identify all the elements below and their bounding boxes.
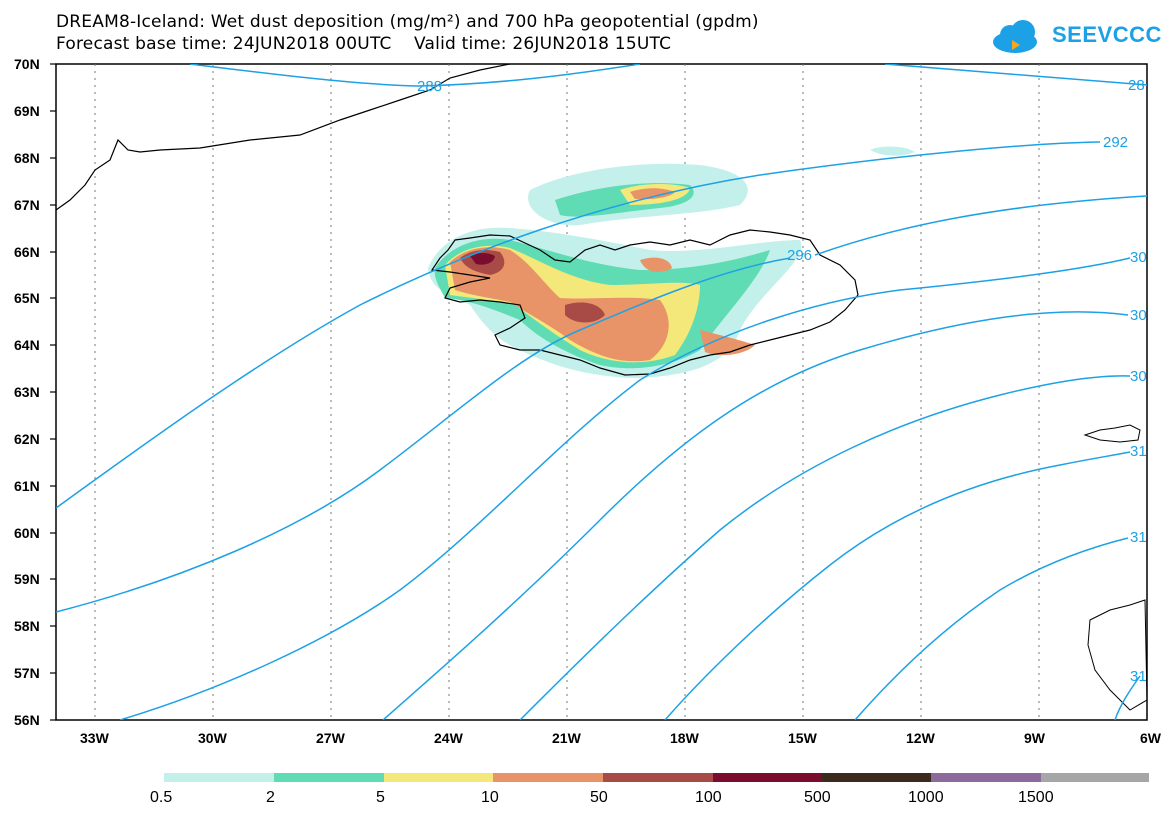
contour-label: 296 bbox=[787, 247, 812, 264]
geopotential-contours bbox=[56, 64, 1147, 720]
legend-labels: 0.5 2 5 10 50 100 500 1000 1500 bbox=[150, 789, 1054, 806]
lat-label: 56N bbox=[14, 712, 40, 728]
contour-label: 30 bbox=[1130, 368, 1147, 385]
legend-swatch bbox=[931, 773, 1041, 782]
lat-ticks bbox=[50, 63, 56, 721]
lat-label: 65N bbox=[14, 290, 40, 306]
faroe-coast bbox=[1083, 424, 1141, 443]
legend-label: 1500 bbox=[1018, 789, 1054, 806]
legend-label: 0.5 bbox=[150, 789, 172, 806]
lon-label: 21W bbox=[552, 730, 582, 746]
contour-label: 30 bbox=[1130, 307, 1147, 324]
lat-label: 70N bbox=[14, 56, 40, 72]
lat-label: 63N bbox=[14, 384, 40, 400]
legend-swatch bbox=[164, 773, 274, 782]
lat-label: 57N bbox=[14, 665, 40, 681]
contour-label: 28 bbox=[1128, 77, 1145, 94]
contour-label: 30 bbox=[1130, 249, 1147, 266]
dust-deposition-field bbox=[428, 146, 915, 378]
lat-label: 59N bbox=[14, 571, 40, 587]
legend-label: 10 bbox=[481, 789, 499, 806]
legend-swatch bbox=[713, 773, 822, 782]
legend-label: 500 bbox=[804, 789, 831, 806]
lon-label: 27W bbox=[316, 730, 346, 746]
lon-label: 15W bbox=[788, 730, 818, 746]
contour-label: 288 bbox=[417, 78, 442, 95]
legend-swatch bbox=[384, 773, 493, 782]
contour-label: 31 bbox=[1130, 529, 1147, 546]
lat-label: 64N bbox=[14, 337, 40, 353]
legend-label: 50 bbox=[590, 789, 608, 806]
legend-colorbar bbox=[164, 773, 1149, 782]
contour-label: 31 bbox=[1130, 668, 1147, 685]
lon-label: 12W bbox=[906, 730, 936, 746]
lon-label: 24W bbox=[434, 730, 464, 746]
legend-label: 5 bbox=[376, 789, 385, 806]
legend-swatch bbox=[493, 773, 603, 782]
legend-label: 2 bbox=[266, 789, 275, 806]
lat-label: 62N bbox=[14, 431, 40, 447]
lat-label: 60N bbox=[14, 525, 40, 541]
scotland-coast bbox=[1087, 599, 1147, 711]
lon-label: 6W bbox=[1140, 730, 1162, 746]
lat-label: 68N bbox=[14, 150, 40, 166]
lon-label: 30W bbox=[198, 730, 228, 746]
lat-label: 66N bbox=[14, 244, 40, 260]
legend-swatch bbox=[603, 773, 713, 782]
lat-label: 67N bbox=[14, 197, 40, 213]
contour-label: 292 bbox=[1103, 134, 1128, 151]
legend-swatch bbox=[274, 773, 384, 782]
lon-label: 18W bbox=[670, 730, 700, 746]
lat-label: 69N bbox=[14, 103, 40, 119]
cloud-icon bbox=[993, 20, 1037, 53]
contour-label: 31 bbox=[1130, 443, 1147, 460]
lon-label: 33W bbox=[80, 730, 110, 746]
greenland-coast bbox=[56, 64, 511, 211]
map-title: DREAM8-Iceland: Wet dust deposition (mg/… bbox=[56, 12, 759, 32]
lon-label: 9W bbox=[1024, 730, 1046, 746]
legend-label: 100 bbox=[695, 789, 722, 806]
lat-label: 61N bbox=[14, 478, 40, 494]
legend-swatch bbox=[1041, 773, 1149, 782]
lat-label: 58N bbox=[14, 618, 40, 634]
logo-text: SEEVCCC bbox=[1052, 22, 1162, 47]
longitude-axis: 33W 30W 27W 24W 21W 18W 15W 12W 9W 6W bbox=[80, 730, 1162, 746]
legend-label: 1000 bbox=[908, 789, 944, 806]
latitude-axis: 70N 69N 68N 67N 66N 65N 64N 63N 62N 61N … bbox=[14, 56, 40, 728]
legend-swatch bbox=[822, 773, 931, 782]
forecast-times: Forecast base time: 24JUN2018 00UTC Vali… bbox=[56, 34, 672, 54]
iceland-coast bbox=[430, 229, 859, 376]
graticule bbox=[94, 64, 1040, 720]
